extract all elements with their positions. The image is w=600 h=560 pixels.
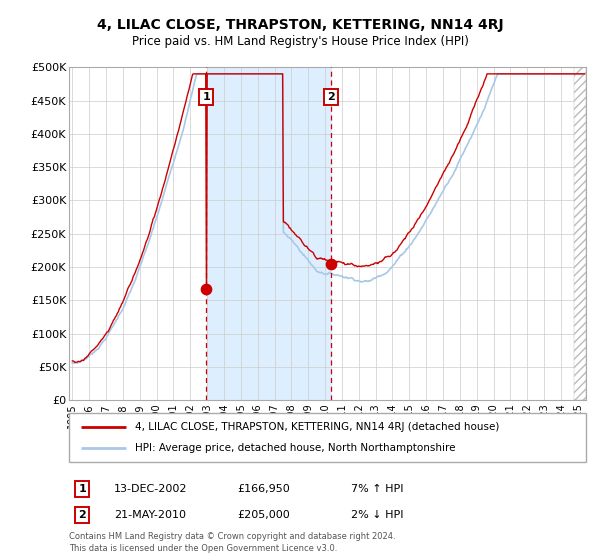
Text: Contains HM Land Registry data © Crown copyright and database right 2024.
This d: Contains HM Land Registry data © Crown c…: [69, 532, 395, 553]
Text: £205,000: £205,000: [237, 510, 290, 520]
Text: HPI: Average price, detached house, North Northamptonshire: HPI: Average price, detached house, Nort…: [135, 443, 455, 453]
Text: 4, LILAC CLOSE, THRAPSTON, KETTERING, NN14 4RJ: 4, LILAC CLOSE, THRAPSTON, KETTERING, NN…: [97, 18, 503, 32]
Text: 4, LILAC CLOSE, THRAPSTON, KETTERING, NN14 4RJ (detached house): 4, LILAC CLOSE, THRAPSTON, KETTERING, NN…: [135, 422, 499, 432]
Text: 1: 1: [203, 92, 211, 102]
Text: 7% ↑ HPI: 7% ↑ HPI: [351, 484, 404, 494]
Point: [326, 259, 336, 268]
Text: 2: 2: [79, 510, 86, 520]
Text: 21-MAY-2010: 21-MAY-2010: [114, 510, 186, 520]
Text: 2% ↓ HPI: 2% ↓ HPI: [351, 510, 404, 520]
Point: [202, 284, 211, 293]
Text: 13-DEC-2002: 13-DEC-2002: [114, 484, 187, 494]
Text: 1: 1: [79, 484, 86, 494]
Text: Price paid vs. HM Land Registry's House Price Index (HPI): Price paid vs. HM Land Registry's House …: [131, 35, 469, 48]
Text: £166,950: £166,950: [237, 484, 290, 494]
Text: 2: 2: [328, 92, 335, 102]
